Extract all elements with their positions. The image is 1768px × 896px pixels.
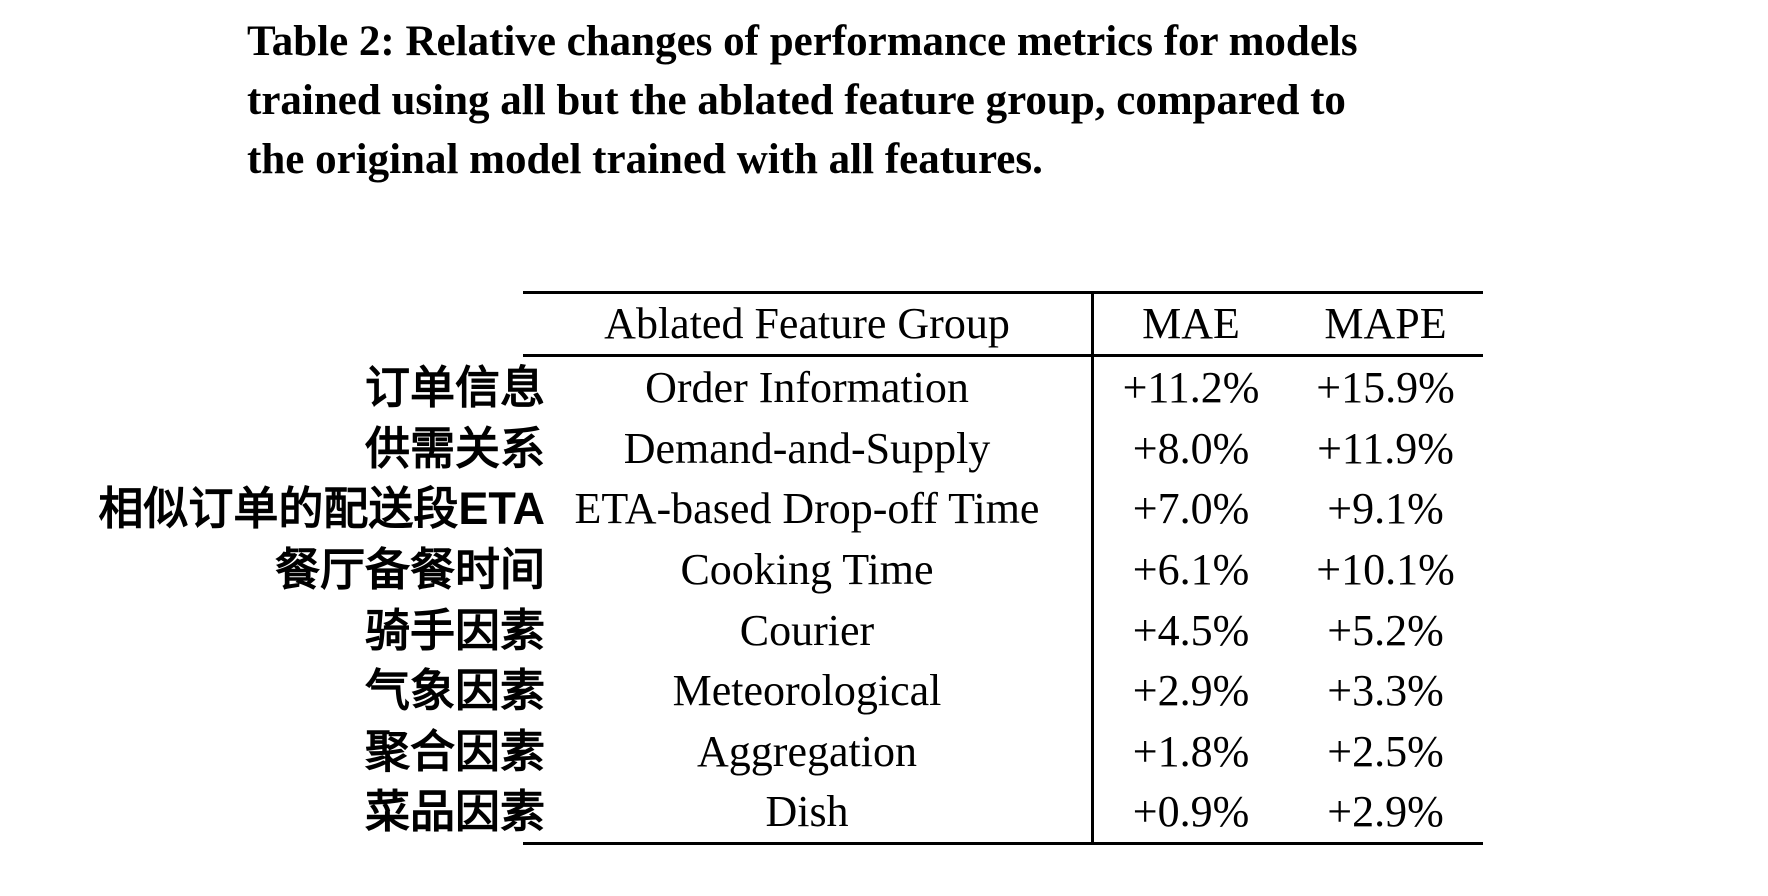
column-header-mape: MAPE (1324, 299, 1447, 348)
feature-group-cell: Demand-and-Supply (623, 424, 991, 473)
row-label-zh: 聚合因素 (364, 726, 545, 777)
table-row: 相似订单的配送段ETA ETA-based Drop-off Time +7.0… (0, 478, 1768, 539)
table-column-divider (1091, 291, 1094, 845)
mape-cell: +5.2% (1327, 606, 1444, 655)
caption-line-3: the original model trained with all feat… (247, 136, 1043, 183)
row-label-zh: 供需关系 (364, 423, 545, 474)
mape-cell: +15.9% (1316, 363, 1455, 412)
mae-cell: +4.5% (1132, 606, 1250, 655)
caption-line-2: trained using all but the ablated featur… (247, 77, 1346, 124)
table-header-rule (523, 354, 1483, 357)
mae-cell: +7.0% (1132, 484, 1250, 533)
mae-cell: +2.9% (1132, 666, 1250, 715)
feature-group-cell: Meteorological (672, 666, 942, 715)
table-row: 气象因素 Meteorological +2.9% +3.3% (0, 660, 1768, 721)
feature-group-cell: Cooking Time (680, 545, 934, 594)
mae-cell: +1.8% (1132, 727, 1250, 776)
row-label-zh: 菜品因素 (364, 786, 545, 837)
feature-group-cell: Order Information (645, 363, 969, 412)
table-row: 餐厅备餐时间 Cooking Time +6.1% +10.1% (0, 539, 1768, 600)
table-bottom-rule (523, 842, 1483, 845)
table-top-rule (523, 291, 1483, 294)
mape-cell: +2.9% (1327, 787, 1444, 836)
row-label-zh: 相似订单的配送段ETA (98, 483, 545, 534)
table-row: 骑手因素 Courier +4.5% +5.2% (0, 600, 1768, 661)
table-row: 聚合因素 Aggregation +1.8% +2.5% (0, 721, 1768, 782)
row-label-zh: 气象因素 (364, 665, 545, 716)
column-header-mae: MAE (1142, 299, 1240, 348)
feature-group-cell: Dish (765, 787, 849, 836)
caption-line-1: Table 2: Relative changes of performance… (247, 18, 1358, 65)
feature-group-cell: Courier (739, 606, 875, 655)
mae-cell: +8.0% (1132, 424, 1250, 473)
mape-cell: +3.3% (1327, 666, 1444, 715)
mae-cell: +11.2% (1122, 363, 1260, 412)
table-row: 供需关系 Demand-and-Supply +8.0% +11.9% (0, 418, 1768, 479)
table-row: 订单信息 Order Information +11.2% +15.9% (0, 357, 1768, 418)
mape-cell: +2.5% (1327, 727, 1444, 776)
column-header-feature-group: Ablated Feature Group (604, 299, 1010, 348)
table-header-row: Ablated Feature Group MAE MAPE (0, 293, 1768, 354)
mape-cell: +11.9% (1317, 424, 1454, 473)
table-caption: Table 2: Relative changes of performance… (247, 12, 1567, 189)
table-row: 菜品因素 Dish +0.9% +2.9% (0, 781, 1768, 842)
mape-cell: +9.1% (1327, 484, 1444, 533)
feature-group-cell: ETA-based Drop-off Time (574, 484, 1040, 533)
mae-cell: +0.9% (1132, 787, 1250, 836)
mae-cell: +6.1% (1132, 545, 1250, 594)
row-label-zh: 骑手因素 (364, 605, 545, 656)
row-label-zh: 餐厅备餐时间 (274, 544, 545, 595)
row-label-zh: 订单信息 (364, 362, 545, 413)
feature-group-cell: Aggregation (697, 727, 917, 776)
mape-cell: +10.1% (1316, 545, 1455, 594)
